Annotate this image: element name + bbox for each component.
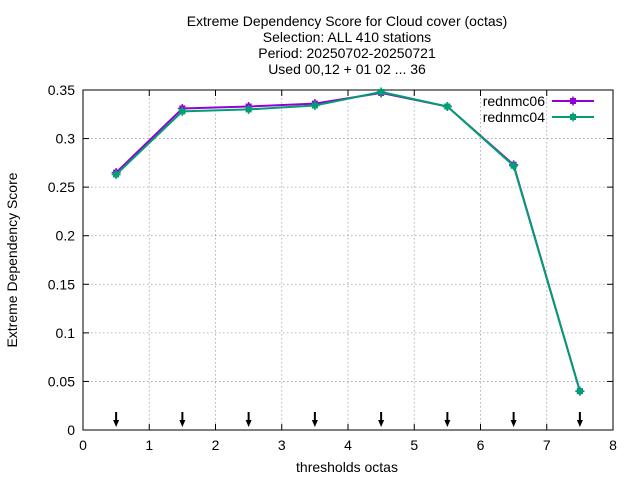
threshold-arrow [444, 412, 451, 427]
axes: 0 1 2 3 4 5 6 7 8 0 0.05 0.1 0.15 0.2 0.25 0.3 0.35 [48, 82, 617, 453]
x-tick-label: 6 [477, 437, 485, 453]
data-point-rednmc04 [177, 106, 187, 116]
data-point-rednmc04 [376, 87, 386, 97]
x-tick-label: 2 [212, 437, 220, 453]
y-tick-label: 0.2 [56, 228, 76, 244]
data-point-rednmc04 [111, 170, 121, 180]
threshold-arrow-head [510, 420, 517, 427]
title-line-2: Selection: ALL 410 stations [263, 29, 431, 45]
threshold-arrow [113, 412, 120, 427]
x-tick-label: 4 [344, 437, 352, 453]
data-point-rednmc04 [509, 161, 519, 171]
y-tick-label: 0 [67, 422, 75, 438]
threshold-arrow [179, 412, 186, 427]
x-tick-label: 7 [543, 437, 551, 453]
legend-marker-rednmc06 [568, 96, 578, 106]
threshold-arrows [113, 412, 583, 427]
y-tick-label: 0.05 [48, 373, 75, 389]
x-tick-label: 3 [278, 437, 286, 453]
x-tick-label: 1 [145, 437, 153, 453]
title-line-4: Used 00,12 + 01 02 ... 36 [268, 61, 426, 77]
y-tick-label: 0.35 [48, 82, 75, 98]
threshold-arrow [245, 412, 252, 427]
series-rednmc04 [111, 87, 585, 396]
series-group [111, 87, 585, 396]
threshold-arrow-head [179, 420, 186, 427]
title-line-3: Period: 20250702-20250721 [258, 45, 436, 61]
legend-label-rednmc04: rednmc04 [483, 109, 545, 125]
threshold-arrow [510, 412, 517, 427]
grid [83, 90, 613, 430]
threshold-arrow [311, 412, 318, 427]
y-tick-label: 0.25 [48, 179, 75, 195]
chart-title: Extreme Dependency Score for Cloud cover… [187, 13, 508, 77]
x-tick-label: 0 [79, 437, 87, 453]
threshold-arrow [378, 412, 385, 427]
x-tick-label: 5 [410, 437, 418, 453]
threshold-arrow-head [378, 420, 385, 427]
x-axis-label: thresholds octas [296, 459, 398, 475]
threshold-arrow-head [245, 420, 252, 427]
title-line-1: Extreme Dependency Score for Cloud cover… [187, 13, 508, 29]
legend-label-rednmc06: rednmc06 [483, 93, 545, 109]
y-tick-label: 0.15 [48, 276, 75, 292]
y-tick-label: 0.1 [56, 325, 76, 341]
threshold-arrow-head [113, 420, 120, 427]
data-point-rednmc04 [575, 386, 585, 396]
y-axis-label: Extreme Dependency Score [4, 172, 20, 347]
threshold-arrow [576, 412, 583, 427]
legend-marker-rednmc04 [568, 112, 578, 122]
x-tick-label: 8 [609, 437, 617, 453]
data-point-rednmc04 [310, 101, 320, 111]
data-point-rednmc04 [244, 104, 254, 114]
threshold-arrow-head [444, 420, 451, 427]
threshold-arrow-head [576, 420, 583, 427]
series-line-rednmc04 [115, 90, 581, 392]
data-point-rednmc04 [442, 102, 452, 112]
y-tick-label: 0.3 [56, 131, 76, 147]
threshold-arrow-head [311, 420, 318, 427]
